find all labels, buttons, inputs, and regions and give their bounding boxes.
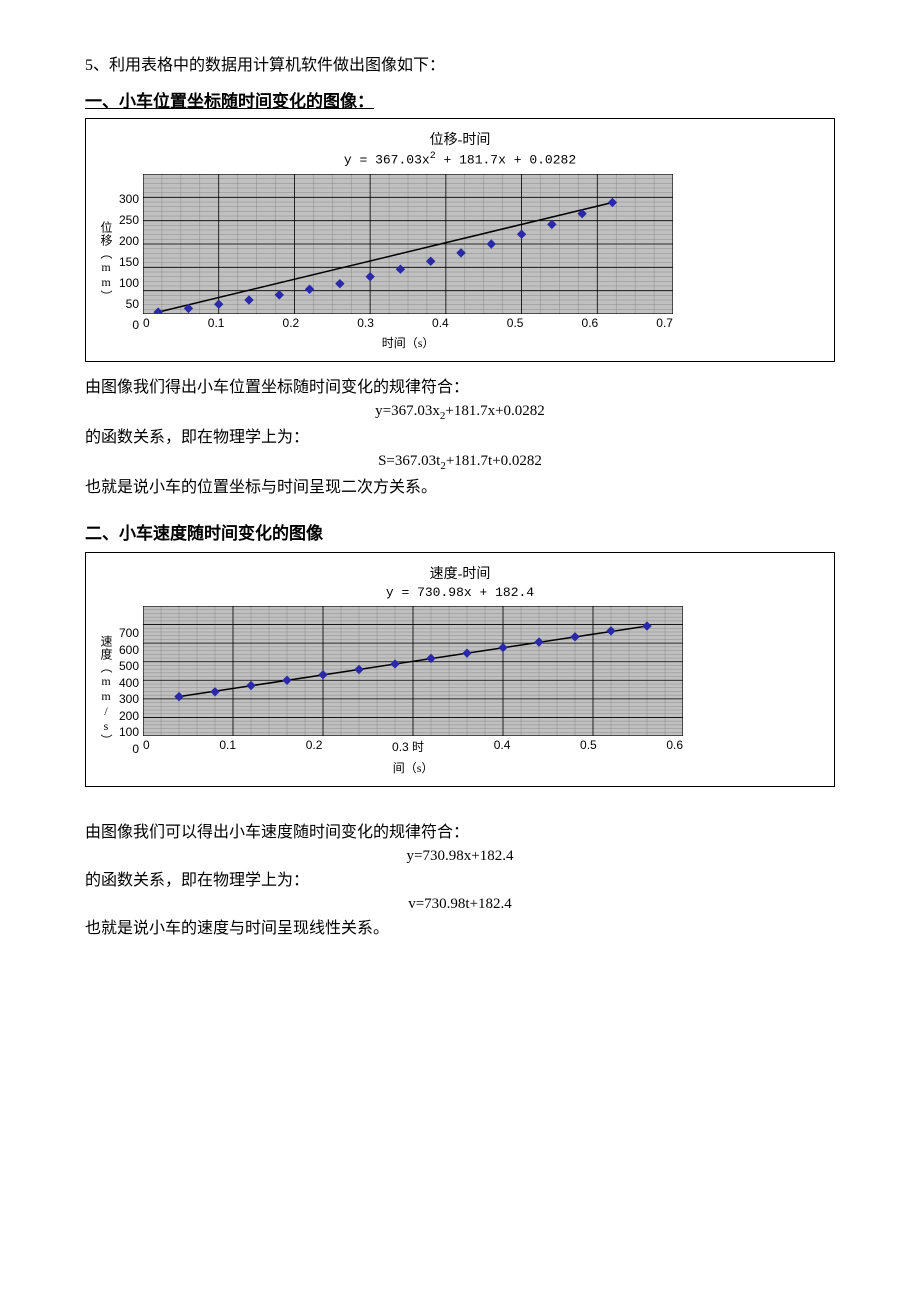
section1-heading: 一、小车位置坐标随时间变化的图像：	[85, 87, 835, 112]
s2-text2: 的函数关系，即在物理学上为：	[85, 867, 835, 894]
chart1-plotwrap: 00.10.20.30.40.50.60.7 时间（s）	[143, 174, 673, 351]
chart1-container: 位移-时间 y = 367.03x2 + 181.7x + 0.0282 位移（…	[85, 118, 835, 361]
chart1-svg	[143, 174, 673, 314]
s1-formula1: y=367.03x2+181.7x+0.0282	[85, 403, 835, 422]
chart1-xticks: 00.10.20.30.40.50.60.7	[143, 316, 673, 330]
s1-f1-b: +181.7x+0.0282	[445, 403, 544, 419]
s1-text2: 的函数关系，即在物理学上为：	[85, 424, 835, 451]
chart1-ylabel: 位移（mm）	[98, 221, 115, 303]
chart2-container: 速度-时间 y = 730.98x + 182.4 速度（mm/s） 70060…	[85, 552, 835, 787]
s1-f2-a: S=367.03t	[378, 453, 440, 469]
intro-text: 5、利用表格中的数据用计算机软件做出图像如下：	[85, 52, 835, 79]
chart1-equation: y = 367.03x2 + 181.7x + 0.0282	[98, 151, 822, 167]
chart2-xll2: 间（s）	[393, 761, 434, 775]
chart2-equation: y = 730.98x + 182.4	[98, 585, 822, 600]
chart1-body: 位移（mm） 300250200150100500 00.10.20.30.40…	[98, 174, 822, 351]
chart2-xlabel: 间（s）	[143, 759, 683, 776]
chart1-xlabel: 时间（s）	[143, 334, 673, 351]
s2-text3: 也就是说小车的速度与时间呈现线性关系。	[85, 915, 835, 942]
chart1-yticks: 300250200150100500	[119, 192, 139, 332]
chart2-yticks: 7006005004003002001000	[119, 626, 139, 756]
chart2-svg	[143, 606, 683, 736]
chart1-title: 位移-时间	[98, 129, 822, 149]
chart1-eq-prefix: y = 367.03x	[344, 153, 430, 168]
s1-f2-b: +181.7t+0.0282	[446, 453, 542, 469]
s1-text3: 也就是说小车的位置坐标与时间呈现二次方关系。	[85, 474, 835, 501]
chart2-title: 速度-时间	[98, 563, 822, 583]
s2-text1: 由图像我们可以得出小车速度随时间变化的规律符合：	[85, 819, 835, 846]
chart1-eq-suffix: + 181.7x + 0.0282	[436, 153, 576, 168]
chart2-body: 速度（mm/s） 7006005004003002001000 00.10.20…	[98, 606, 822, 776]
s1-formula2: S=367.03t2+181.7t+0.0282	[85, 453, 835, 472]
chart2-plotwrap: 00.10.20.3 时0.40.50.6 间（s）	[143, 606, 683, 776]
chart2-xticks: 00.10.20.3 时0.40.50.6	[143, 738, 683, 755]
s2-formula1: y=730.98x+182.4	[85, 848, 835, 865]
s1-f1-a: y=367.03x	[375, 403, 440, 419]
chart2-ylabel: 速度（mm/s）	[98, 635, 115, 747]
section2-heading: 二、小车速度随时间变化的图像	[85, 519, 835, 544]
s2-formula2: v=730.98t+182.4	[85, 896, 835, 913]
s1-text1: 由图像我们得出小车位置坐标随时间变化的规律符合：	[85, 374, 835, 401]
